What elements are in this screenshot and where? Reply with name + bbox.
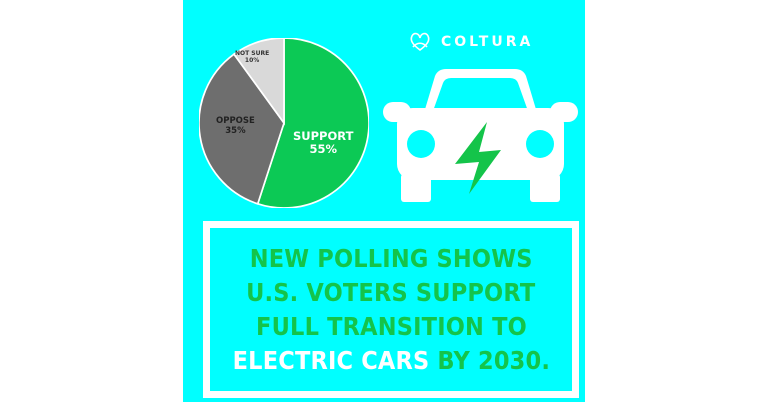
support-label: SUPPORT 55% — [293, 129, 354, 157]
pie-slice-support — [256, 38, 369, 208]
pie-slice-oppose — [199, 53, 285, 205]
headline-line-4: ELECTRIC CARS BY 2030. — [232, 344, 549, 378]
brand-name: COLTURA — [441, 34, 534, 50]
poll-pie-chart — [199, 38, 369, 208]
headline-highlight: ELECTRIC CARS — [232, 345, 430, 375]
electric-car-icon — [383, 69, 578, 202]
pie-slice-not-sure — [232, 38, 285, 126]
not-sure-label: NOT SURE 10% — [235, 50, 270, 64]
lightning-bolt-icon — [455, 122, 501, 194]
headline-box: NEW POLLING SHOWS U.S. VOTERS SUPPORT FU… — [203, 221, 579, 398]
heart-knot-icon — [410, 32, 430, 52]
headline-line-4-rest: BY 2030. — [429, 345, 550, 375]
headline-line-1: NEW POLLING SHOWS — [249, 243, 533, 273]
coltura-brand: COLTURA — [409, 32, 533, 52]
oppose-label: OPPOSE 35% — [216, 116, 255, 136]
infographic-panel: SUPPORT 55% OPPOSE 35% NOT SURE 10% COLT… — [183, 0, 585, 402]
headline-line-3: FULL TRANSITION TO — [255, 311, 527, 341]
headline-line-2: U.S. VOTERS SUPPORT — [246, 277, 536, 307]
